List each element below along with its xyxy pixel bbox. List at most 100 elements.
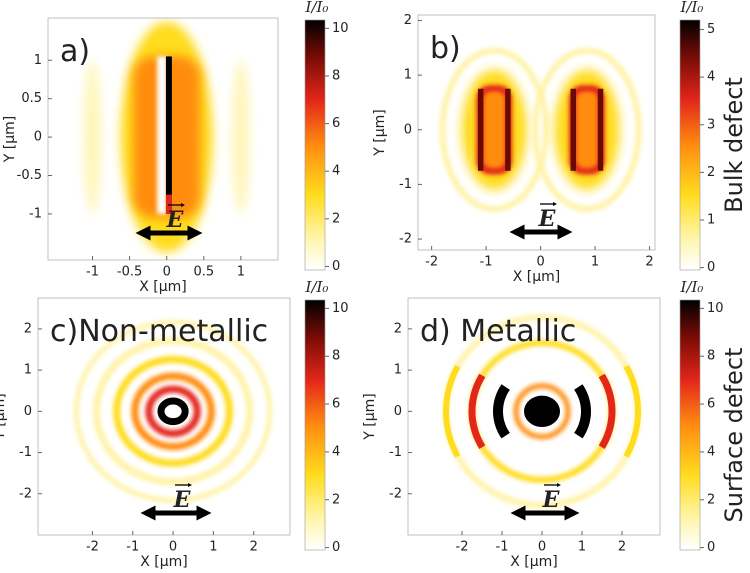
field-arc xyxy=(468,373,486,449)
plot-frame xyxy=(47,17,279,261)
x-tick-label: -1 xyxy=(86,265,99,280)
field-arc xyxy=(598,373,616,449)
colorbar-tick-label: 8 xyxy=(707,349,715,364)
y-tick-label: 1 xyxy=(394,363,402,378)
colorbar-tick-label: 10 xyxy=(332,301,349,316)
field-map xyxy=(439,47,642,213)
y-tick-label: -2 xyxy=(399,232,412,247)
field-blob xyxy=(157,56,167,214)
x-tick-label: -1 xyxy=(496,540,509,555)
colorbar-tick-label: 10 xyxy=(707,301,724,316)
colorbar xyxy=(304,299,326,551)
y-tick-label: -2 xyxy=(389,486,402,501)
y-tick-label: 0 xyxy=(24,404,32,419)
x-tick-label: 0 xyxy=(163,265,171,280)
colorbar-tick-label: 4 xyxy=(332,164,340,179)
colorbar-title: I/I₀ xyxy=(680,278,704,296)
field-blob xyxy=(597,88,604,171)
colorbar xyxy=(679,19,701,271)
x-tick-label: 1 xyxy=(591,255,599,270)
field-blob xyxy=(165,56,172,214)
x-tick-label: 0.5 xyxy=(193,265,214,280)
y-tick-label: -1 xyxy=(29,206,42,221)
colorbar-tick-label: 8 xyxy=(332,349,340,364)
y-axis-label: Y [μm] xyxy=(0,393,8,440)
colorbar xyxy=(679,299,701,551)
y-tick-label: 0 xyxy=(394,404,402,419)
panel-label: a) xyxy=(60,34,90,69)
field-blob xyxy=(145,385,201,438)
field-blob xyxy=(83,60,102,214)
colorbar-tick-label: 5 xyxy=(707,22,715,37)
panel: -2 -1 0 1 2 -2 -1 0 1 2 X [μm] Y [μm] b) E 0 1 2 3 4 5I/I₀ B… xyxy=(372,0,748,285)
colorbar-tick-label: 4 xyxy=(707,70,715,85)
panel: -2 -1 0 1 2 -2 -1 0 1 2 X [μm] Y [μm] d) Metallic E 0 2… xyxy=(362,278,748,570)
field-arc xyxy=(492,384,510,439)
e-label: E xyxy=(166,207,185,233)
x-tick-label: -0.5 xyxy=(117,265,142,280)
colorbar-tick-label: 4 xyxy=(332,444,340,459)
field-blob xyxy=(513,383,571,440)
plot-frame xyxy=(407,297,661,536)
field-blob xyxy=(570,88,576,171)
colorbar-tick-label: 0 xyxy=(332,259,340,274)
field-blob xyxy=(483,91,506,169)
colorbar-tick-label: 10 xyxy=(332,21,349,36)
colorbar xyxy=(304,19,326,271)
x-axis-label: X [μm] xyxy=(513,269,561,285)
x-tick-label: 1 xyxy=(209,540,217,555)
side-label: Bulk defect xyxy=(720,77,748,213)
y-axis-label: Y [μm] xyxy=(362,393,378,440)
field-map xyxy=(442,314,642,509)
e-label: E xyxy=(542,487,561,513)
x-axis-label: X [μm] xyxy=(139,279,187,295)
colorbar-tick-label: 1 xyxy=(707,213,715,228)
panel: -1 -0.5 0 0.5 1 -1 -0.5 0 0.5 1 X [μm] Y [μm] a) E 0 2 4… xyxy=(2,0,349,295)
field-blob xyxy=(92,337,254,486)
colorbar-tick-label: 2 xyxy=(332,211,340,226)
y-tick-label: -1 xyxy=(399,177,412,192)
field-blob xyxy=(532,47,642,213)
colorbar-title: I/I₀ xyxy=(305,0,329,16)
x-tick-label: -2 xyxy=(456,540,469,555)
plot-frame xyxy=(417,14,656,251)
field-blob xyxy=(157,397,189,426)
colorbar-tick-label: 0 xyxy=(332,540,340,555)
field-blob xyxy=(73,319,273,503)
field-blob xyxy=(165,194,172,214)
field-arc xyxy=(442,364,461,458)
y-tick-label: 1 xyxy=(24,363,32,378)
field-blob xyxy=(576,91,598,169)
y-tick-label: -0.5 xyxy=(17,168,42,183)
colorbar-tick-label: 6 xyxy=(707,397,715,412)
field-blob xyxy=(524,395,560,428)
colorbar-title: I/I₀ xyxy=(305,278,329,296)
field-blob xyxy=(168,407,178,416)
colorbar-tick-label: 2 xyxy=(707,492,715,507)
colorbar-tick-label: 6 xyxy=(332,397,340,412)
x-axis-label: X [μm] xyxy=(140,554,188,569)
colorbar-tick-label: 3 xyxy=(707,117,715,132)
x-tick-label: -1 xyxy=(126,540,139,555)
y-tick-label: 2 xyxy=(394,321,402,336)
x-tick-label: 1 xyxy=(237,265,245,280)
x-tick-label: 0 xyxy=(169,540,177,555)
field-map xyxy=(83,21,250,253)
y-tick-label: -1 xyxy=(389,445,402,460)
colorbar-tick-label: 2 xyxy=(707,165,715,180)
panel: -2 -1 0 1 2 -2 -1 0 1 2 X [μm] Y [μm] c)Non-metallic… xyxy=(0,278,349,570)
colorbar-title: I/I₀ xyxy=(680,0,704,16)
y-tick-label: 1 xyxy=(404,68,412,83)
colorbar-tick-label: 8 xyxy=(332,68,340,83)
y-axis-label: Y [μm] xyxy=(2,116,18,163)
x-tick-label: -1 xyxy=(480,255,493,270)
x-tick-label: 2 xyxy=(645,255,653,270)
field-blob xyxy=(439,47,550,213)
x-tick-label: 2 xyxy=(250,540,258,555)
colorbar-tick-label: 2 xyxy=(332,492,340,507)
field-arc xyxy=(574,384,592,439)
x-tick-label: -2 xyxy=(425,255,438,270)
y-tick-label: -1 xyxy=(19,445,32,460)
panel-label: d) Metallic xyxy=(420,314,576,349)
